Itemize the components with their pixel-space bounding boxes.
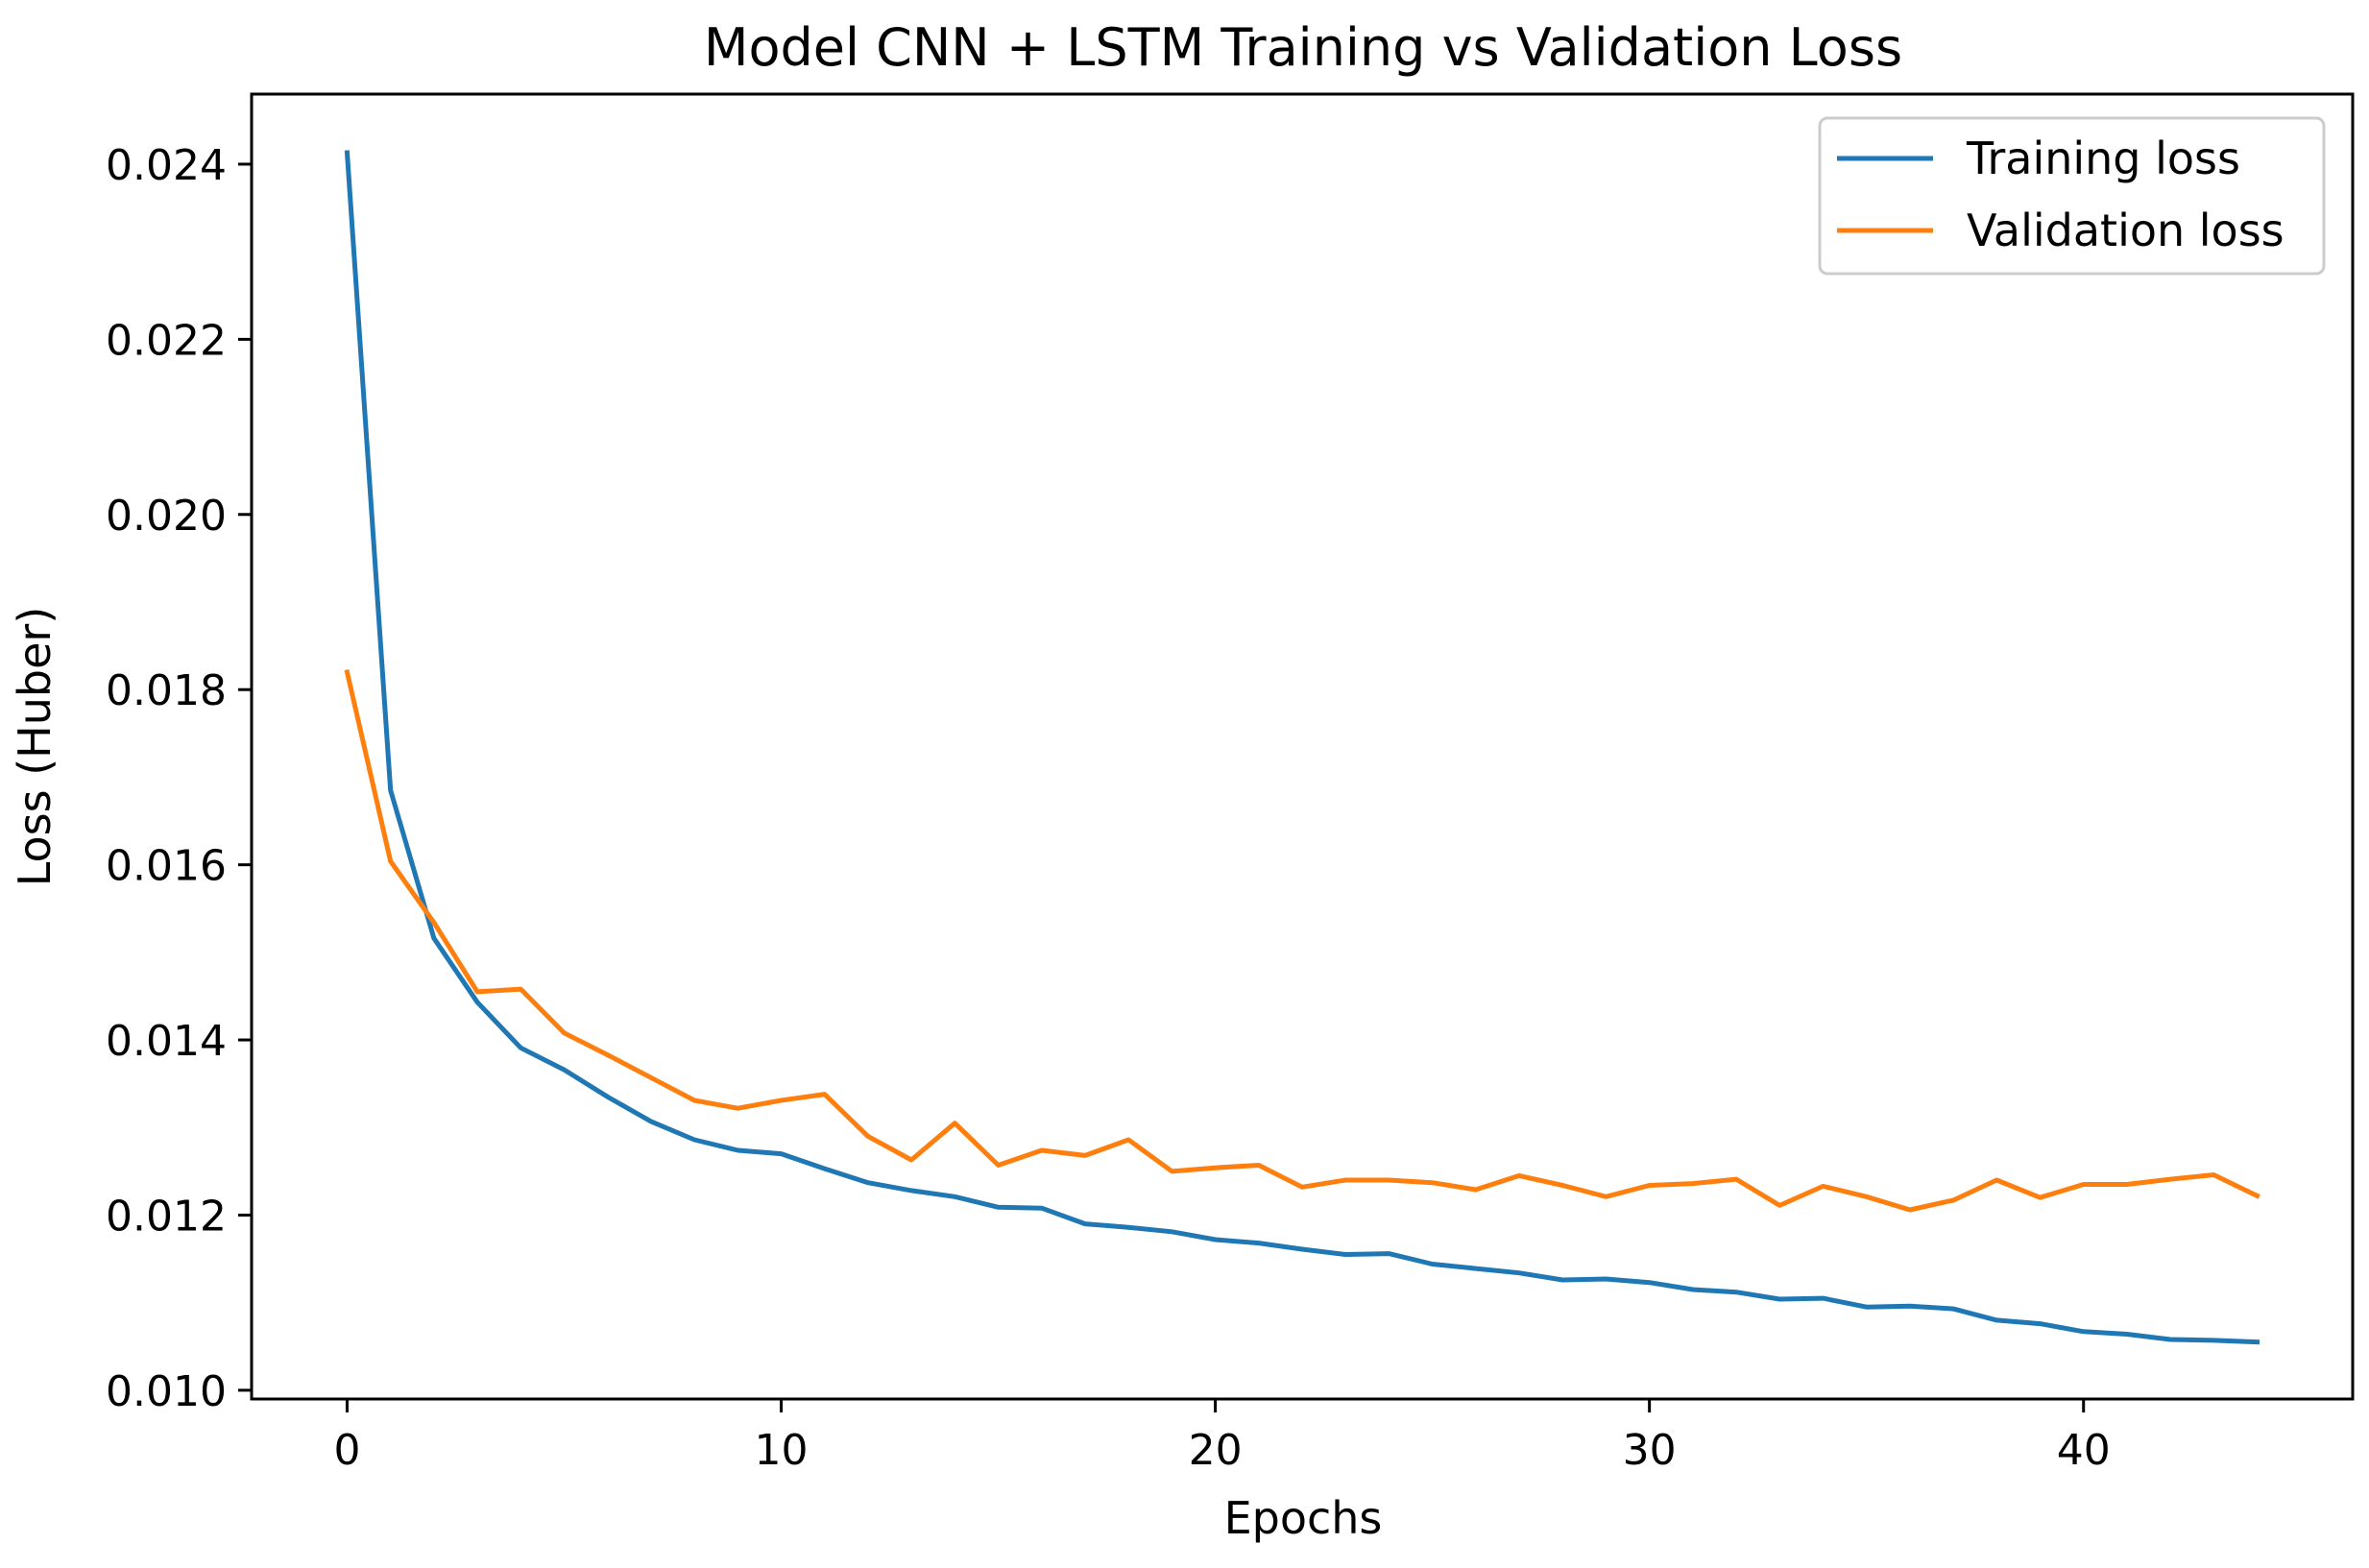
y-tick-label: 0.016 — [106, 842, 227, 891]
series-line-validation-loss — [344, 669, 2260, 1213]
chart-title: Model CNN + LSTM Training vs Validation … — [704, 17, 1902, 78]
y-tick-label: 0.012 — [106, 1192, 227, 1241]
x-tick-label: 10 — [755, 1426, 809, 1475]
x-axis-label: Epochs — [1224, 1492, 1383, 1544]
series-line-training-loss — [344, 150, 2260, 1345]
x-tick-label: 40 — [2057, 1426, 2111, 1475]
x-tick-label: 0 — [333, 1426, 360, 1475]
legend-label: Validation loss — [1967, 205, 2284, 256]
y-tick-label: 0.024 — [106, 141, 227, 190]
series-layer — [344, 150, 2260, 1345]
legend-label: Training loss — [1966, 133, 2240, 184]
axes-frame — [250, 92, 2355, 1401]
legend-box — [1818, 116, 2326, 276]
y-axis-label: Loss (Huber) — [9, 607, 60, 887]
x-axis-ticks: 0 10 20 30 40 — [333, 1399, 2111, 1475]
y-tick-label: 0.010 — [106, 1367, 227, 1416]
y-tick-label: 0.022 — [106, 316, 227, 365]
y-tick-label: 0.018 — [106, 666, 227, 715]
x-tick-label: 20 — [1189, 1426, 1243, 1475]
legend: Training loss Validation loss — [1818, 116, 2326, 276]
y-tick-label: 0.020 — [106, 492, 227, 541]
y-tick-label: 0.014 — [106, 1017, 227, 1066]
x-tick-label: 30 — [1623, 1426, 1677, 1475]
y-axis-ticks: 0.010 0.012 0.014 0.016 0.018 0.020 0.022 0.024 — [106, 141, 252, 1416]
plot-area — [250, 92, 2355, 1401]
